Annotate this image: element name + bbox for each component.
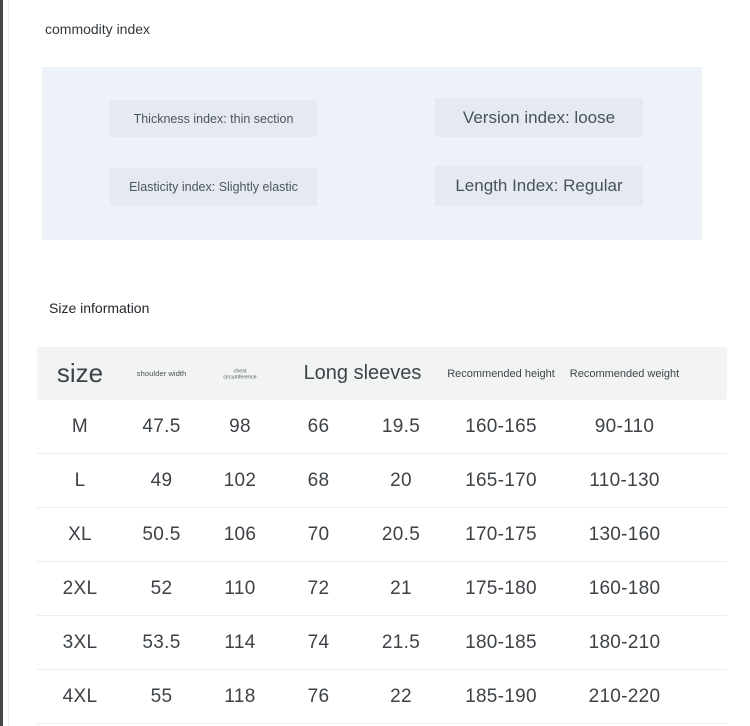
- size-information-title: Size information: [49, 300, 150, 316]
- size-table-row-2xl: 2XL 52 110 72 21 175-180 160-180: [37, 562, 727, 616]
- table-cell: L: [74, 469, 86, 491]
- header-chest-circumference: chest circumference: [223, 367, 257, 380]
- table-cell: 68: [307, 469, 330, 491]
- table-cell: 160-180: [588, 577, 661, 599]
- table-cell: 160-165: [465, 415, 537, 437]
- header-size: size: [56, 358, 104, 388]
- size-table-row-4xl: 4XL 55 118 76 22 185-190 210-220: [37, 670, 727, 724]
- size-table-row-xl: XL 50.5 106 70 20.5 170-175 130-160: [37, 508, 727, 562]
- table-cell: 66: [307, 415, 330, 437]
- table-cell: 19.5: [381, 415, 421, 437]
- table-cell: 49: [150, 469, 173, 491]
- table-cell: 165-170: [465, 469, 537, 491]
- table-cell: 53.5: [142, 631, 181, 653]
- header-recommended-height: Recommended height: [447, 367, 555, 380]
- table-cell: 170-175: [465, 523, 537, 545]
- table-cell: 21: [390, 577, 412, 599]
- table-cell: 22: [390, 685, 412, 707]
- table-cell: 210-220: [588, 685, 661, 707]
- table-cell: 70: [307, 523, 330, 545]
- table-cell: 74: [307, 631, 330, 653]
- table-cell: 4XL: [62, 685, 98, 707]
- table-cell: 98: [229, 415, 251, 437]
- left-hairline-divider: [8, 0, 9, 726]
- table-cell: 50.5: [142, 523, 181, 545]
- table-cell: 118: [224, 685, 256, 707]
- table-cell: 102: [223, 469, 257, 491]
- commodity-attributes-panel: Thickness index: thin section Version in…: [42, 67, 702, 240]
- table-cell: 47.5: [142, 415, 181, 437]
- table-cell: 21.5: [381, 631, 421, 653]
- header-shoulder-width: shoulder width: [136, 369, 187, 378]
- commodity-index-title: commodity index: [45, 21, 151, 37]
- table-cell: 3XL: [62, 631, 98, 653]
- size-table-header-row: size shoulder width chest circumference …: [37, 347, 727, 400]
- header-long-sleeves: Long sleeves: [303, 362, 422, 384]
- table-cell: M: [71, 415, 89, 437]
- table-cell: 20: [390, 469, 412, 491]
- table-cell: 52: [150, 577, 173, 599]
- table-cell: 114: [224, 631, 256, 653]
- table-cell: 106: [223, 523, 257, 545]
- page-left-border: [0, 0, 3, 726]
- size-table-row-m: M 47.5 98 66 19.5 160-165 90-110: [37, 400, 727, 454]
- attribute-chip-thickness: Thickness index: thin section: [110, 100, 317, 137]
- table-cell: 2XL: [62, 577, 98, 599]
- attribute-chip-length: Length Index: Regular: [435, 166, 643, 206]
- table-cell: 20.5: [381, 523, 421, 545]
- size-table-row-3xl: 3XL 53.5 114 74 21.5 180-185 180-210: [37, 616, 727, 670]
- table-cell: 175-180: [465, 577, 537, 599]
- table-cell: 110: [224, 577, 256, 599]
- table-cell: 180-210: [588, 631, 661, 653]
- table-cell: XL: [68, 523, 92, 545]
- table-cell: 72: [307, 577, 330, 599]
- attribute-chip-elasticity: Elasticity index: Slightly elastic: [110, 168, 317, 206]
- size-table-row-l: L 49 102 68 20 165-170 110-130: [37, 454, 727, 508]
- table-cell: 110-130: [589, 469, 660, 491]
- table-cell: 185-190: [465, 685, 537, 707]
- table-cell: 130-160: [588, 523, 661, 545]
- table-cell: 90-110: [594, 415, 655, 437]
- attribute-chip-version: Version index: loose: [435, 98, 643, 137]
- size-table: size shoulder width chest circumference …: [37, 347, 727, 724]
- header-recommended-weight: Recommended weight: [569, 367, 680, 380]
- table-cell: 76: [307, 685, 330, 707]
- table-cell: 55: [150, 685, 173, 707]
- table-cell: 180-185: [465, 631, 537, 653]
